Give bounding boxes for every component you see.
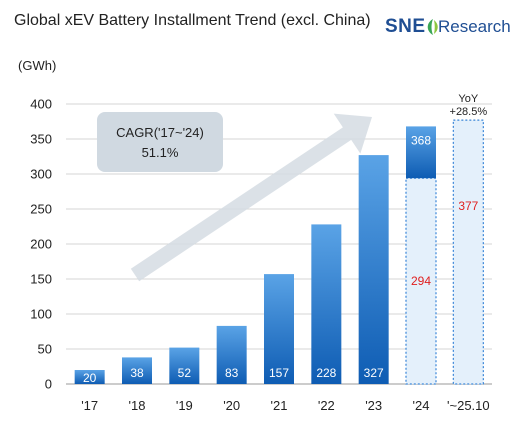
y-tick-label: 50 (38, 342, 52, 357)
x-tick-label: '21 (271, 398, 288, 413)
y-tick-label: 350 (30, 132, 52, 147)
bar-value-label: 368 (411, 133, 431, 147)
bar-value-label: 228 (316, 366, 336, 380)
logo-brand: SNE (385, 16, 426, 37)
bar (216, 325, 247, 384)
sne-research-logo: SNE Research (385, 16, 511, 40)
y-tick-label: 0 (45, 377, 52, 392)
bar-partial-2024 (405, 177, 437, 385)
cagr-label: CAGR('17~'24) (116, 125, 204, 140)
x-tick-label: '24 (413, 398, 430, 413)
x-tick-label: '22 (318, 398, 335, 413)
cagr-value: 51.1% (142, 145, 179, 160)
bar-value-label: 157 (269, 366, 289, 380)
y-tick-label: 300 (30, 167, 52, 182)
leaf-icon (427, 19, 438, 35)
y-tick-label: 400 (30, 97, 52, 112)
y-tick-label: 250 (30, 202, 52, 217)
ytd-value-label: 377 (458, 199, 478, 213)
x-tick-label: '18 (129, 398, 146, 413)
x-tick-label: '20 (223, 398, 240, 413)
x-tick-label: '23 (365, 398, 382, 413)
y-axis-unit: (GWh) (18, 58, 57, 73)
bar-value-label: 327 (364, 366, 384, 380)
y-tick-label: 100 (30, 307, 52, 322)
chart-title: Global xEV Battery Installment Trend (ex… (14, 12, 371, 29)
x-tick-label: '~25.10 (447, 398, 490, 413)
y-tick-label: 200 (30, 237, 52, 252)
bar-value-label: 52 (178, 366, 192, 380)
yoy-value: +28.5% (450, 106, 488, 118)
bar-value-label: 83 (225, 366, 239, 380)
bar (264, 274, 294, 384)
growth-arrow-icon (130, 113, 372, 282)
bar-ytd-2025 (452, 119, 484, 385)
logo-suffix: Research (438, 17, 511, 36)
cagr-box (97, 112, 223, 172)
yoy-label: YoY (458, 93, 478, 105)
x-tick-label: '17 (81, 398, 98, 413)
bar-value-label: 20 (83, 371, 97, 385)
x-tick-label: '19 (176, 398, 193, 413)
bar (74, 370, 105, 384)
bar (122, 357, 152, 384)
bar-2024-top (406, 126, 436, 179)
bar-value-label: 38 (130, 366, 144, 380)
partial-value-label: 294 (411, 274, 431, 288)
bar (169, 347, 200, 384)
bar (311, 224, 342, 384)
y-tick-label: 150 (30, 272, 52, 287)
bar (358, 155, 389, 384)
